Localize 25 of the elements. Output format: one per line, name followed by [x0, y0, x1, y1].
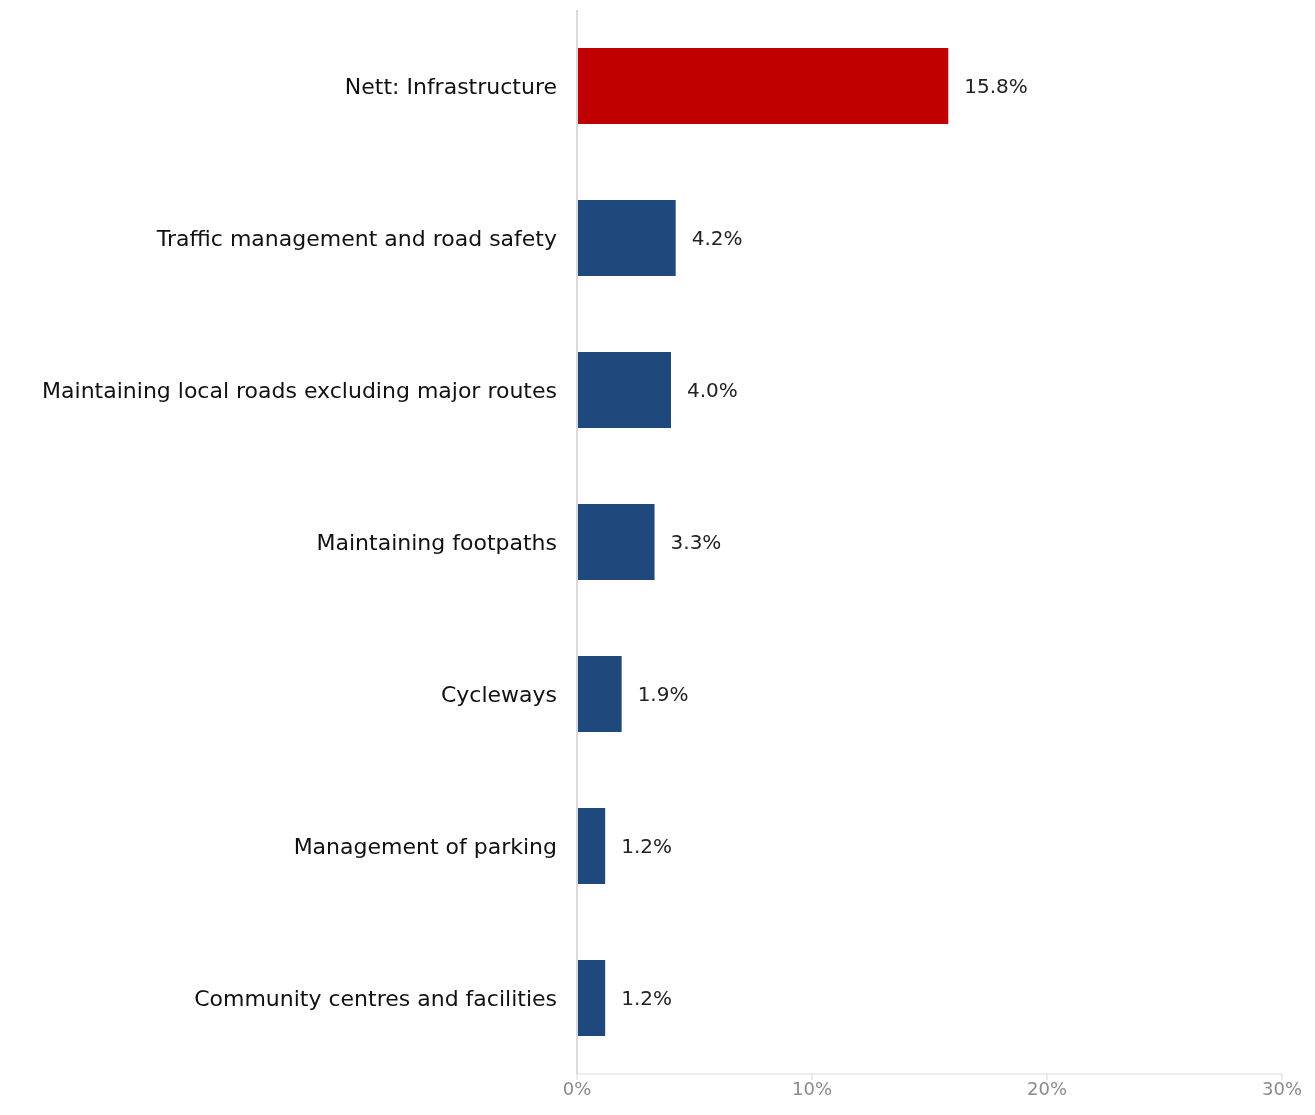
bar [577, 352, 671, 428]
data-label: 1.2% [621, 834, 673, 858]
y-tick-label: Traffic management and road safety [155, 225, 557, 251]
x-tick-label: 30% [1261, 1077, 1303, 1099]
data-label: 1.9% [637, 682, 689, 706]
bar [577, 960, 606, 1036]
data-label: 4.2% [691, 226, 743, 250]
data-label: 4.0% [687, 378, 738, 402]
bar [577, 48, 949, 124]
bar [577, 200, 676, 276]
x-tick-label: 20% [1026, 1077, 1068, 1099]
x-tick-label: 0% [562, 1077, 592, 1099]
y-tick-label: Community centres and facilities [194, 985, 557, 1011]
y-tick-label: Maintaining footpaths [316, 529, 557, 555]
bar [577, 504, 655, 580]
y-tick-label: Maintaining local roads excluding major routes [42, 377, 557, 403]
data-label: 1.2% [621, 986, 673, 1010]
bar [577, 808, 606, 884]
data-label: 3.3% [670, 530, 722, 554]
data-label: 15.8% [964, 74, 1028, 98]
bar [577, 656, 622, 732]
x-tick-label: 10% [791, 1077, 833, 1099]
y-tick-label: Management of parking [293, 833, 557, 859]
y-tick-label: Nett: Infrastructure [344, 73, 557, 99]
y-tick-label: Cycleways [440, 681, 557, 707]
